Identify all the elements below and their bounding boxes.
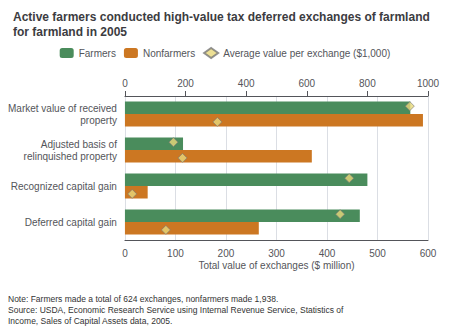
svg-text:property: property: [80, 115, 117, 126]
svg-text:0: 0: [122, 78, 128, 89]
svg-text:Total value of exchanges ($ mi: Total value of exchanges ($ million): [198, 260, 354, 271]
svg-text:relinquished property: relinquished property: [24, 151, 117, 162]
svg-text:400: 400: [238, 78, 255, 89]
svg-text:Average value per exchange ($1: Average value per exchange ($1,000): [223, 48, 390, 59]
svg-text:0: 0: [122, 248, 128, 259]
svg-text:Active farmers conducted high-: Active farmers conducted high-value tax …: [13, 10, 430, 24]
svg-text:Market value of received: Market value of received: [8, 103, 117, 114]
svg-text:Deferred capital gain: Deferred capital gain: [25, 217, 117, 228]
svg-text:1000: 1000: [417, 78, 440, 89]
svg-text:600: 600: [298, 78, 315, 89]
svg-text:Recognized capital gain: Recognized capital gain: [11, 181, 117, 192]
svg-text:800: 800: [359, 78, 376, 89]
svg-text:100: 100: [167, 248, 184, 259]
svg-text:Income, Sales of Capital Asset: Income, Sales of Capital Assets data, 20…: [8, 316, 172, 326]
svg-text:Adjusted basis of: Adjusted basis of: [41, 139, 117, 150]
svg-text:400: 400: [319, 248, 336, 259]
svg-text:600: 600: [420, 248, 437, 259]
svg-text:Source: USDA, Economic Researc: Source: USDA, Economic Research Service …: [8, 305, 344, 315]
svg-text:200: 200: [218, 248, 235, 259]
svg-text:for farmland in 2005: for farmland in 2005: [13, 25, 127, 39]
svg-text:300: 300: [268, 248, 285, 259]
svg-text:Note: Farmers made a total of: Note: Farmers made a total of 624 exchan…: [8, 294, 278, 304]
svg-text:200: 200: [177, 78, 194, 89]
svg-text:Nonfarmers: Nonfarmers: [143, 48, 195, 59]
svg-text:Farmers: Farmers: [79, 48, 116, 59]
svg-text:500: 500: [369, 248, 386, 259]
